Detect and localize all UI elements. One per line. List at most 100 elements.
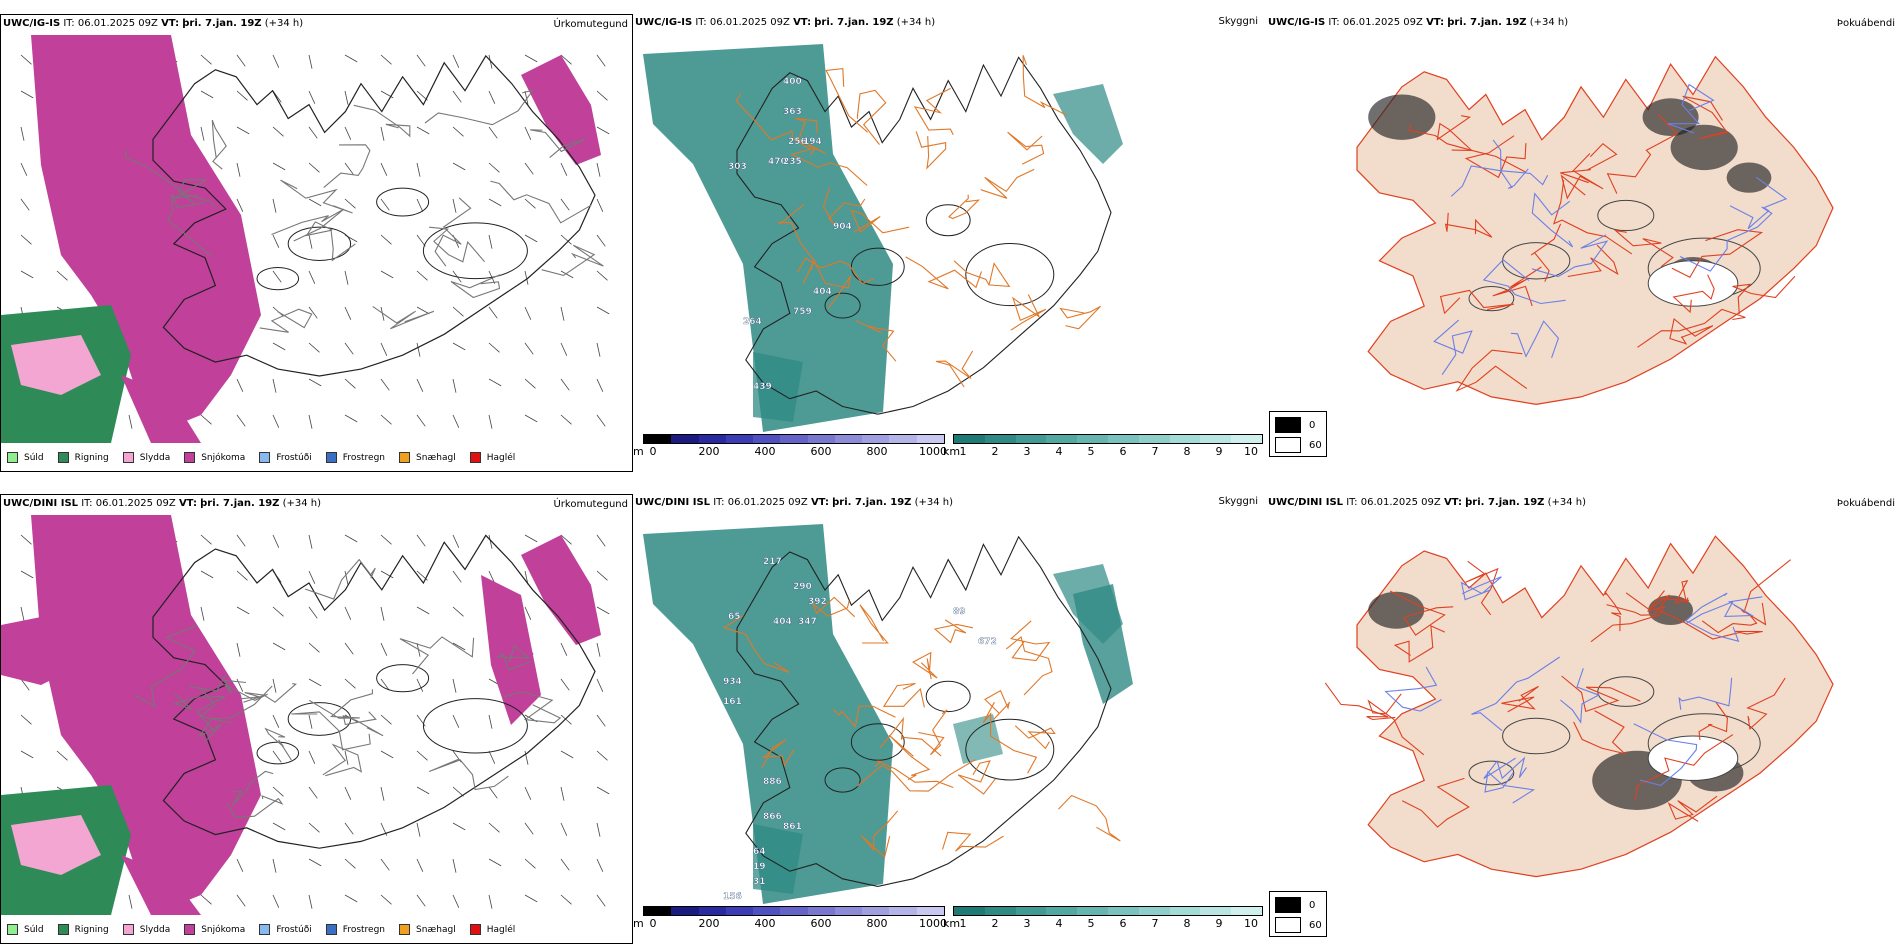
wind-barb: [416, 162, 421, 177]
glacier-outline: [422, 698, 528, 754]
wind-barb: [452, 342, 466, 351]
wind-barb: [488, 342, 500, 353]
wind-barb: [560, 378, 570, 391]
wind-barb: [380, 570, 394, 579]
colorbar-segment: [1107, 435, 1139, 443]
wind-barb: [488, 234, 493, 249]
station-value: 256: [788, 137, 807, 147]
station-value: 672: [978, 637, 997, 647]
wind-barb: [200, 894, 212, 905]
road-line: [1010, 294, 1047, 331]
wind-barb: [344, 162, 354, 175]
legend-swatch: [57, 924, 69, 935]
wind-barb: [20, 606, 25, 621]
road-line: [953, 260, 1011, 288]
road-line: [428, 758, 509, 791]
station-value: 235: [783, 157, 802, 167]
wind-barb: [308, 342, 320, 353]
glacier-outline: [850, 247, 905, 286]
road-line: [735, 92, 811, 150]
wind-barb: [524, 306, 532, 320]
wind-barb: [524, 378, 536, 389]
wind-barb: [596, 822, 601, 837]
glacier-outline: [925, 204, 971, 237]
road-line: [850, 209, 910, 234]
colorbar-tick: 6: [1119, 445, 1127, 458]
wind-barb: [56, 750, 68, 761]
wind-barb: [524, 342, 534, 355]
legend-swatch: [259, 924, 271, 935]
colorbar-segment: [671, 907, 699, 915]
road-line: [1510, 320, 1560, 358]
panel-header: UWC/IG-IS IT: 06.01.2025 09Z VT: þri. 7.…: [1268, 17, 1569, 28]
wind-barb: [488, 90, 496, 104]
legend-label: Haglél: [486, 452, 516, 463]
legend-swatch: [469, 452, 481, 463]
wind-barb: [344, 54, 358, 63]
wind-barb: [452, 54, 460, 68]
glacier-outline: [376, 187, 430, 217]
wind-barb: [308, 234, 313, 249]
glacier-outline: [925, 680, 971, 713]
colorbar-tick: 0: [649, 445, 657, 458]
wind-barb: [380, 642, 388, 656]
wind-barb: [200, 534, 212, 545]
colorbar-segment: [1169, 435, 1201, 443]
wind-barb: [344, 822, 354, 835]
wind-barb: [272, 198, 277, 213]
colorbar-segment: [862, 907, 890, 915]
wind-barb: [488, 162, 500, 173]
colorbar-segment: [1046, 435, 1078, 443]
wind-barb: [524, 270, 529, 285]
wind-barb: [560, 858, 570, 871]
elevation-colorbar: m 0 200 400 600 800 1000: [633, 906, 947, 936]
wind-barb: [452, 162, 466, 171]
wind-barb: [416, 378, 424, 392]
colorbar-segment: [834, 435, 863, 443]
wind-barb: [272, 678, 277, 693]
wind-barb: [200, 54, 212, 65]
station-value: 19: [753, 862, 766, 872]
colorbar-segment: [1169, 907, 1201, 915]
wind-barb: [236, 534, 246, 547]
road-line: [172, 179, 208, 204]
road-line: [211, 119, 227, 170]
wind-barb: [416, 306, 430, 315]
colorbar-segment: [889, 907, 917, 915]
glacier-outline: [1502, 717, 1571, 755]
road-line: [1482, 259, 1566, 305]
colorbar-strip: [643, 906, 945, 916]
legend-swatch: [57, 452, 69, 463]
snow-area: [121, 855, 201, 915]
road-line: [761, 739, 795, 769]
wind-barb: [308, 54, 313, 69]
wind-barb: [236, 894, 246, 907]
road-line: [1667, 83, 1715, 134]
wind-barb: [308, 642, 320, 653]
wind-barb: [308, 270, 316, 284]
wind-barb: [560, 306, 565, 321]
legend-swatch: [325, 924, 337, 935]
wind-barb: [20, 270, 34, 279]
wind-barb: [308, 858, 322, 867]
colorbar-segment: [1231, 435, 1262, 443]
wind-barb: [488, 414, 493, 429]
wind-barb: [344, 534, 358, 543]
legend-item: Haglél: [469, 924, 515, 935]
precip-legend: Súld Rigning Slydda Snjókoma Frostúði Frostre…: [7, 924, 529, 935]
road-line: [1450, 165, 1549, 197]
wind-barb: [272, 858, 277, 873]
wind-barb: [236, 90, 248, 101]
low-cloud-area: [1053, 84, 1123, 164]
wind-barb: [344, 198, 356, 209]
road-line: [982, 701, 1038, 774]
colorbar-tick: 4: [1055, 917, 1063, 930]
wind-barb: [488, 714, 493, 729]
road-line: [860, 810, 899, 859]
road-line: [1553, 180, 1633, 255]
road-line: [941, 831, 1004, 852]
legend-swatch: [469, 924, 481, 935]
road-line: [304, 558, 376, 600]
road-line: [429, 226, 486, 263]
colorbar-strip: [953, 906, 1263, 916]
